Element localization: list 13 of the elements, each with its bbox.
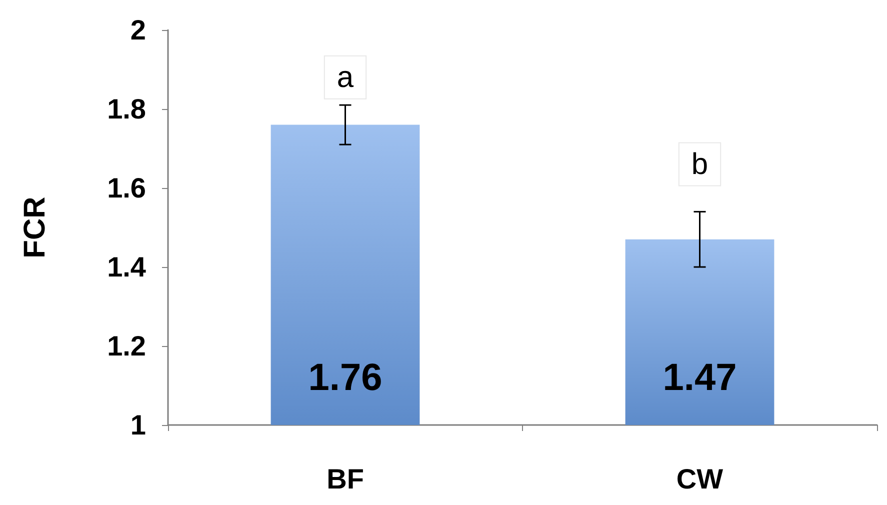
data-label: 1.76 xyxy=(308,357,382,399)
y-tick-label: 1.6 xyxy=(107,172,146,204)
data-label: 1.47 xyxy=(662,357,737,399)
y-tick-label: 1.2 xyxy=(107,330,146,362)
y-axis-title: FCR xyxy=(18,196,52,258)
x-tick-label: CW xyxy=(676,464,724,494)
y-tick-label: 1.4 xyxy=(107,252,146,282)
y-tick-label: 1 xyxy=(130,410,146,440)
x-tick-label: BF xyxy=(326,464,364,494)
y-tick-label: 2 xyxy=(130,14,146,46)
y-tick-label: 1.8 xyxy=(107,94,146,124)
annotation: b xyxy=(691,148,708,181)
annotation: a xyxy=(336,60,354,94)
